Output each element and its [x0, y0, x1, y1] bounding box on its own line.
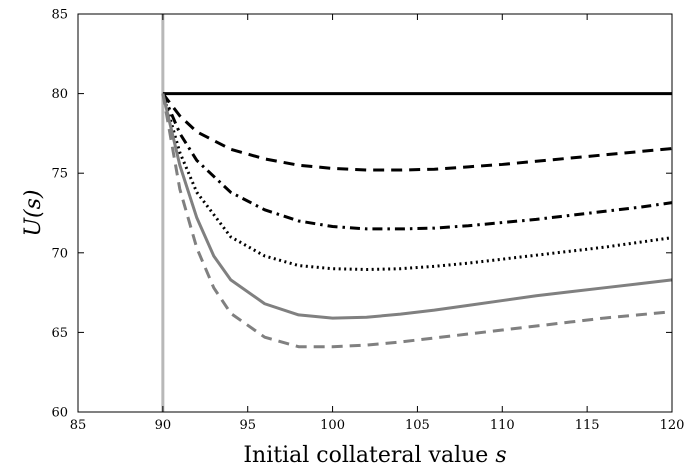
series-line-6 [161, 93, 673, 349]
y-tick-label: 60 [51, 406, 68, 421]
y-tick-label: 70 [51, 246, 68, 261]
y-tick-label: 80 [51, 87, 68, 102]
y-tick-label: 85 [51, 8, 68, 23]
x-tick-label: 105 [405, 418, 430, 433]
y-tick-label: 65 [51, 326, 68, 341]
x-tick-label: 85 [70, 418, 87, 433]
x-tick-label: 115 [575, 418, 600, 433]
x-tick-label: 100 [320, 418, 345, 433]
x-tick-label: 95 [239, 418, 256, 433]
series-line-5 [161, 93, 673, 320]
y-axis-label: U(s) [21, 190, 46, 237]
x-axis-label-text: Initial collateral value [243, 443, 488, 468]
series-line-3 [161, 93, 673, 231]
series-line-2 [161, 92, 673, 172]
y-tick-label: 75 [51, 167, 68, 182]
x-tick-label: 120 [660, 418, 685, 433]
x-axis-label-variable: s [495, 443, 506, 468]
x-tick-label: 110 [490, 418, 515, 433]
plot-frame [77, 13, 673, 413]
x-tick-label: 90 [155, 418, 172, 433]
series-line-4 [161, 93, 673, 272]
x-axis-label: Initial collateral value s [243, 443, 506, 468]
